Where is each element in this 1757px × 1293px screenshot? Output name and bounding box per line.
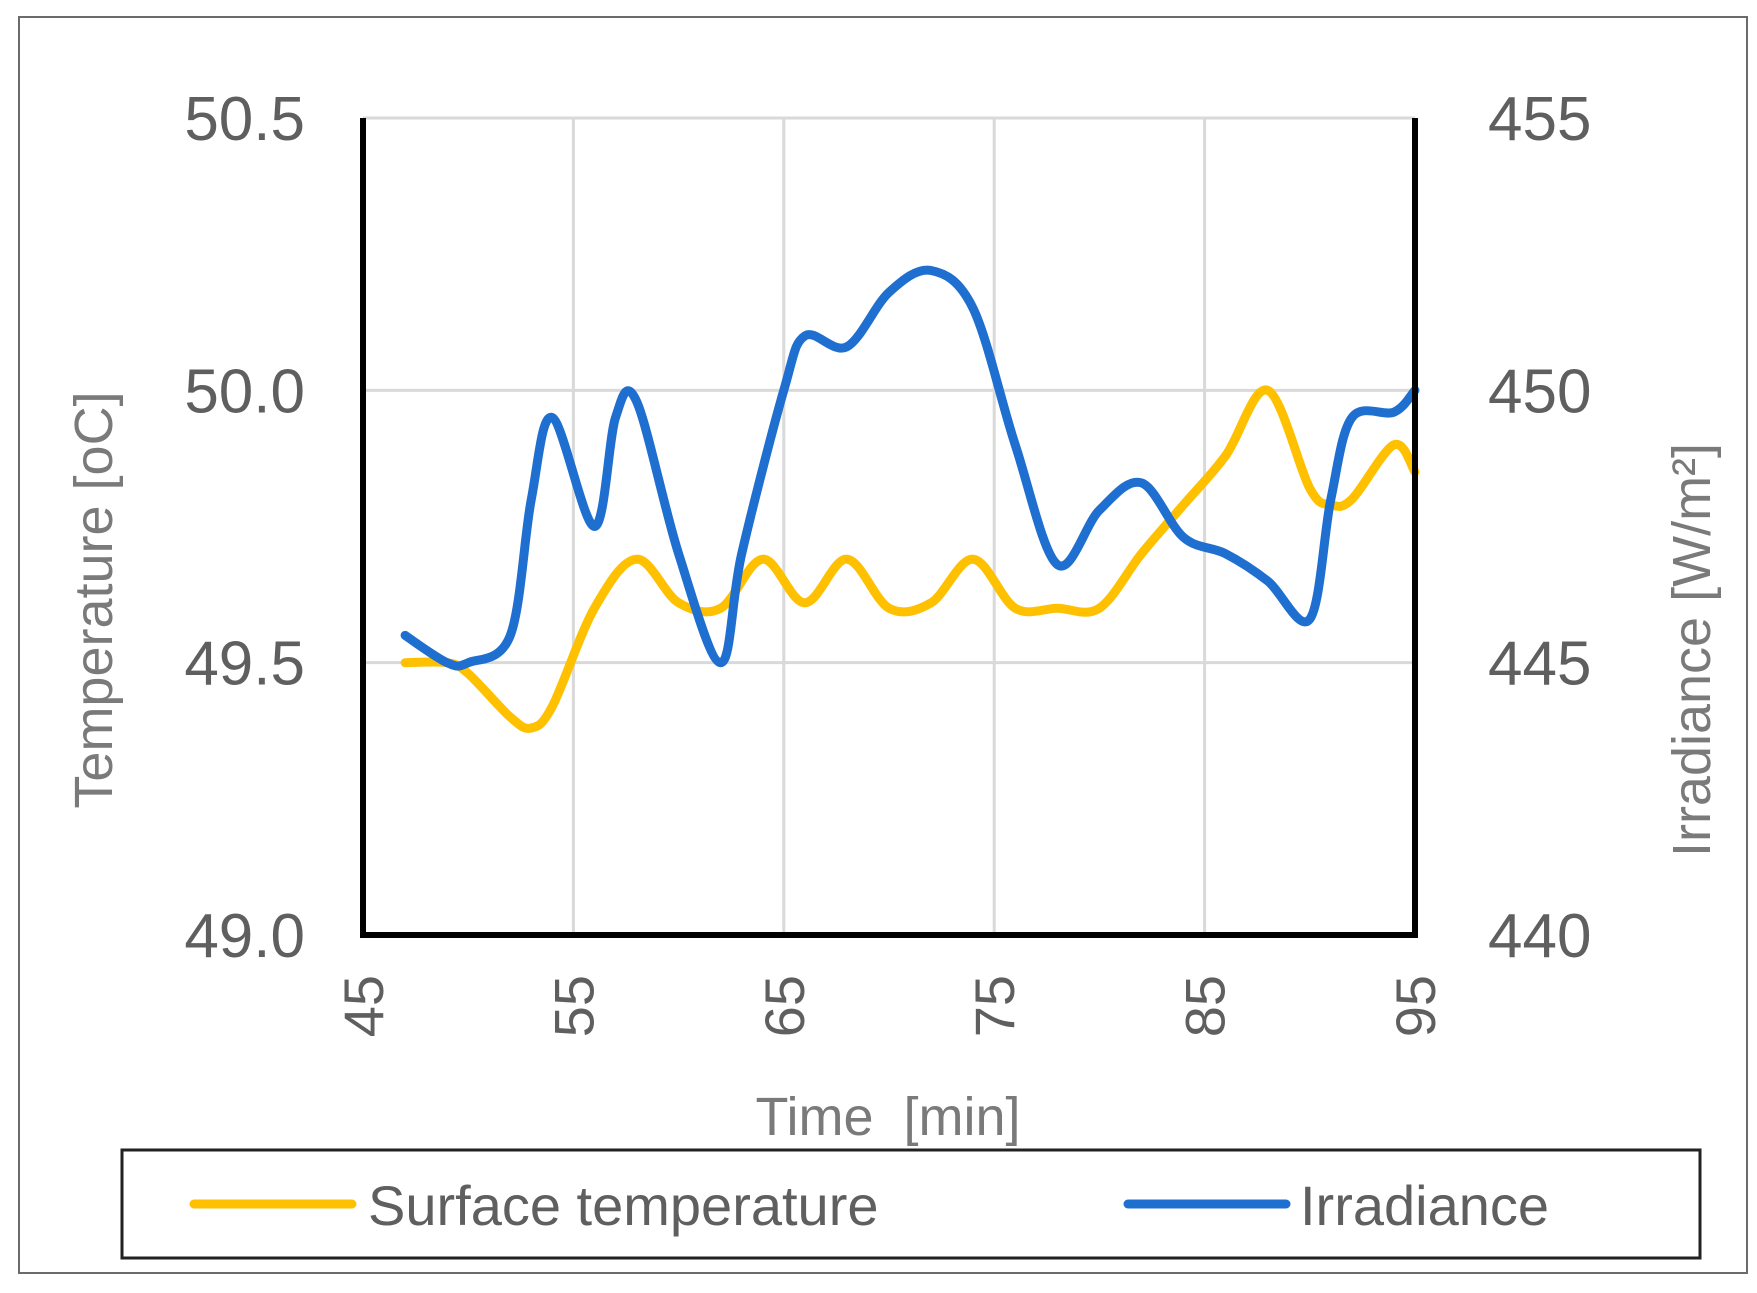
series-line-irradiance xyxy=(400,265,1420,671)
y-axis-title: Temperature [oC] xyxy=(64,391,124,808)
series-layer xyxy=(400,265,1420,733)
y-tick-label: 50.5 xyxy=(184,85,305,154)
y-tick-label: 49.5 xyxy=(184,630,305,699)
axes xyxy=(360,118,1418,938)
x-axis-title: Time [min] xyxy=(755,1087,1020,1147)
x-tick-label: 85 xyxy=(1174,975,1237,1037)
tick-labels: 49.0 49.5 50.0 50.5 440 445 450 455 45 55 65 75 85 95 xyxy=(184,85,1591,1037)
series-line-surface-temperature xyxy=(400,385,1420,733)
y2-axis-title: Irradiance [W/m²] xyxy=(1662,443,1722,857)
y2-tick-label: 440 xyxy=(1488,902,1591,971)
x-tick-label: 65 xyxy=(753,975,816,1037)
legend-label-irradiance: Irradiance xyxy=(1300,1174,1549,1237)
y-tick-label: 49.0 xyxy=(184,902,305,971)
y-tick-label: 50.0 xyxy=(184,357,305,426)
x-tick-label: 55 xyxy=(542,975,605,1037)
x-tick-label: 45 xyxy=(332,975,395,1037)
chart-frame xyxy=(18,16,1748,1274)
legend-box xyxy=(120,1148,1702,1260)
y2-tick-label: 455 xyxy=(1488,85,1591,154)
legend-label-surface-temperature: Surface temperature xyxy=(368,1174,878,1237)
y2-tick-label: 445 xyxy=(1488,630,1591,699)
y2-tick-label: 450 xyxy=(1488,357,1591,426)
x-tick-label: 75 xyxy=(963,975,1026,1037)
grid xyxy=(361,116,1417,937)
x-tick-label: 95 xyxy=(1384,975,1447,1037)
legend: Surface temperature Irradiance xyxy=(120,1148,1702,1260)
